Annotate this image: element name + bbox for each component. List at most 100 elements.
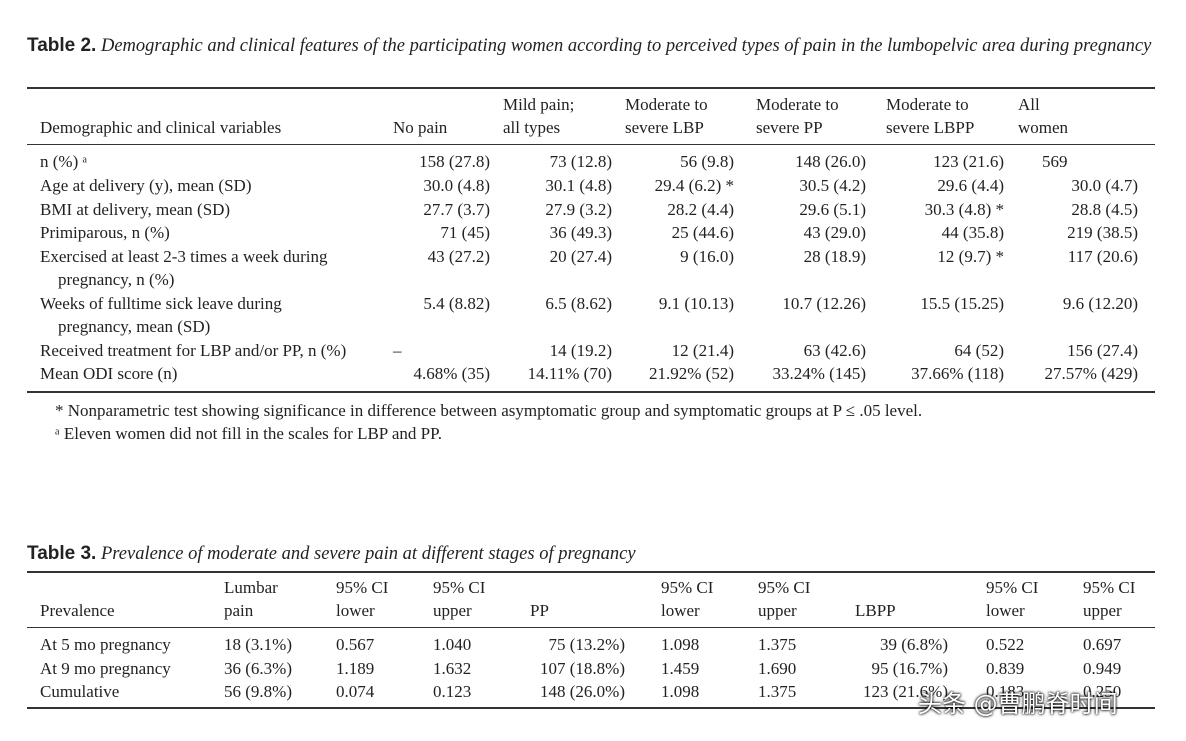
cell: 29.6 (4.4) (937, 176, 1004, 195)
cell: 18 (3.1%) (224, 635, 292, 654)
rule (27, 144, 1155, 145)
column-header: lower (986, 601, 1025, 620)
cell: 1.375 (758, 635, 797, 654)
cell: 5.4 (8.82) (423, 294, 490, 313)
row-label: At 9 mo pregnancy (40, 659, 171, 678)
cell: 25 (44.6) (671, 223, 734, 242)
column-header: 95% CI (433, 578, 486, 597)
cell: 1.375 (758, 682, 797, 701)
cell: 30.0 (4.7) (1071, 176, 1138, 195)
row-label: pregnancy, mean (SD) (58, 317, 211, 336)
cell: 156 (27.4) (1067, 341, 1138, 360)
row-label: Mean ODI score (n) (40, 364, 178, 383)
cell: 1.040 (433, 635, 472, 654)
row-label: Age at delivery (y), mean (SD) (40, 176, 252, 195)
cell: – (393, 341, 402, 360)
cell: 0.123 (433, 682, 472, 701)
cell: 73 (12.8) (549, 152, 612, 171)
cell: 107 (18.8%) (540, 659, 625, 678)
column-header: No pain (393, 118, 448, 137)
rule (27, 707, 1155, 709)
column-header: 95% CI (1083, 578, 1136, 597)
row-label: n (%) ᵃ (40, 152, 88, 171)
column-header: severe PP (756, 118, 823, 137)
column-header: lower (661, 601, 700, 620)
cell: 28.8 (4.5) (1071, 200, 1138, 219)
column-header: severe LBPP (886, 118, 975, 137)
cell: 569 (1042, 152, 1068, 171)
cell: 148 (26.0%) (540, 682, 625, 701)
cell: 56 (9.8%) (224, 682, 292, 701)
cell: 0.949 (1083, 659, 1122, 678)
cell: 1.690 (758, 659, 797, 678)
cell: 10.7 (12.26) (782, 294, 866, 313)
column-header: upper (758, 601, 797, 620)
row-label: Exercised at least 2-3 times a week duri… (40, 247, 328, 266)
rule (27, 391, 1155, 393)
column-header: 95% CI (661, 578, 714, 597)
cell: 0.839 (986, 659, 1025, 678)
cell: 28.2 (4.4) (667, 200, 734, 219)
cell: 27.7 (3.7) (423, 200, 490, 219)
cell: 29.6 (5.1) (799, 200, 866, 219)
cell: 63 (42.6) (803, 341, 866, 360)
row-label: Primiparous, n (%) (40, 223, 170, 242)
cell: 0.183 (986, 682, 1025, 701)
column-header: All (1018, 95, 1040, 114)
cell: 27.57% (429) (1044, 364, 1138, 383)
cell: 1.189 (336, 659, 375, 678)
table-title: Table 2. Demographic and clinical featur… (27, 33, 1167, 59)
rule (27, 571, 1155, 573)
cell: 9.6 (12.20) (1062, 294, 1138, 313)
cell: 158 (27.8) (419, 152, 490, 171)
cell: 15.5 (15.25) (920, 294, 1004, 313)
footnote: * Nonparametric test showing significanc… (55, 401, 923, 420)
cell: 1.098 (661, 635, 700, 654)
column-header: women (1018, 118, 1069, 137)
cell: 123 (21.6) (933, 152, 1004, 171)
cell: 14.11% (70) (527, 364, 612, 383)
column-header: LBPP (855, 601, 896, 620)
cell: 71 (45) (440, 223, 490, 242)
rule (27, 87, 1155, 89)
column-header: 95% CI (758, 578, 811, 597)
cell: 30.5 (4.2) (799, 176, 866, 195)
row-label: pregnancy, n (%) (58, 270, 175, 289)
column-header: Demographic and clinical variables (40, 118, 282, 137)
cell: 1.459 (661, 659, 700, 678)
cell: 36 (6.3%) (224, 659, 292, 678)
cell: 36 (49.3) (549, 223, 612, 242)
cell: 12 (9.7) * (937, 247, 1004, 266)
row-label: At 5 mo pregnancy (40, 635, 171, 654)
cell: 37.66% (118) (911, 364, 1004, 383)
column-header: lower (336, 601, 375, 620)
cell: 27.9 (3.2) (545, 200, 612, 219)
cell: 0.567 (336, 635, 375, 654)
cell: 14 (19.2) (549, 341, 612, 360)
column-header: Mild pain; (503, 95, 575, 114)
cell: 0.522 (986, 635, 1025, 654)
cell: 43 (29.0) (803, 223, 866, 242)
cell: 0.250 (1083, 682, 1122, 701)
column-header: severe LBP (625, 118, 704, 137)
cell: 44 (35.8) (941, 223, 1004, 242)
column-header: Moderate to (625, 95, 708, 114)
cell: 6.5 (8.62) (545, 294, 612, 313)
cell: 43 (27.2) (427, 247, 490, 266)
cell: 12 (21.4) (671, 341, 734, 360)
column-header: 95% CI (986, 578, 1039, 597)
cell: 20 (27.4) (549, 247, 612, 266)
cell: 9.1 (10.13) (658, 294, 734, 313)
cell: 219 (38.5) (1067, 223, 1138, 242)
cell: 1.632 (433, 659, 472, 678)
column-header: 95% CI (336, 578, 389, 597)
cell: 56 (9.8) (680, 152, 734, 171)
row-label: Received treatment for LBP and/or PP, n … (40, 341, 347, 360)
watermark: 头条 @曹鹏脊时间 (918, 690, 1118, 718)
cell: 28 (18.9) (803, 247, 866, 266)
table-title: Table 3. Prevalence of moderate and seve… (27, 541, 1167, 567)
table-label: Table 3. (27, 543, 97, 564)
footnote: ᵃ Eleven women did not fill in the scale… (55, 424, 442, 443)
title-text: Prevalence of moderate and severe pain a… (100, 544, 636, 564)
column-header: upper (1083, 601, 1122, 620)
